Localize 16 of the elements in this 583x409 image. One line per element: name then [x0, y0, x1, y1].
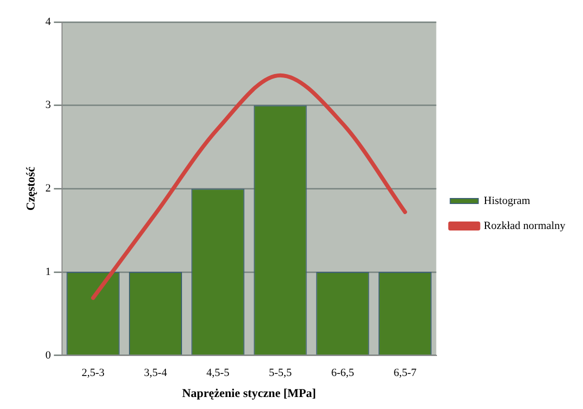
- legend-label: Histogram: [484, 194, 531, 207]
- y-tick-label: 1: [45, 266, 51, 278]
- x-tick-label: 6-6,5: [331, 366, 355, 379]
- legend-label: Rozkład normalny: [484, 220, 566, 232]
- x-tick-label: 2,5-3: [82, 366, 106, 379]
- x-tick-label: 4,5-5: [206, 366, 230, 379]
- y-axis-title: Częstość: [23, 166, 38, 211]
- x-tick-label: 5-5,5: [268, 366, 292, 379]
- x-tick-label: 3,5-4: [144, 366, 168, 379]
- x-tick-label: 6,5-7: [394, 366, 418, 379]
- y-tick-label: 2: [45, 182, 51, 195]
- x-axis-title: Naprężenie styczne [MPa]: [182, 386, 316, 400]
- y-tick-label: 4: [45, 16, 52, 28]
- y-tick-label: 3: [45, 99, 52, 112]
- y-tick-label: 0: [45, 349, 52, 362]
- line-series: [91, 73, 408, 300]
